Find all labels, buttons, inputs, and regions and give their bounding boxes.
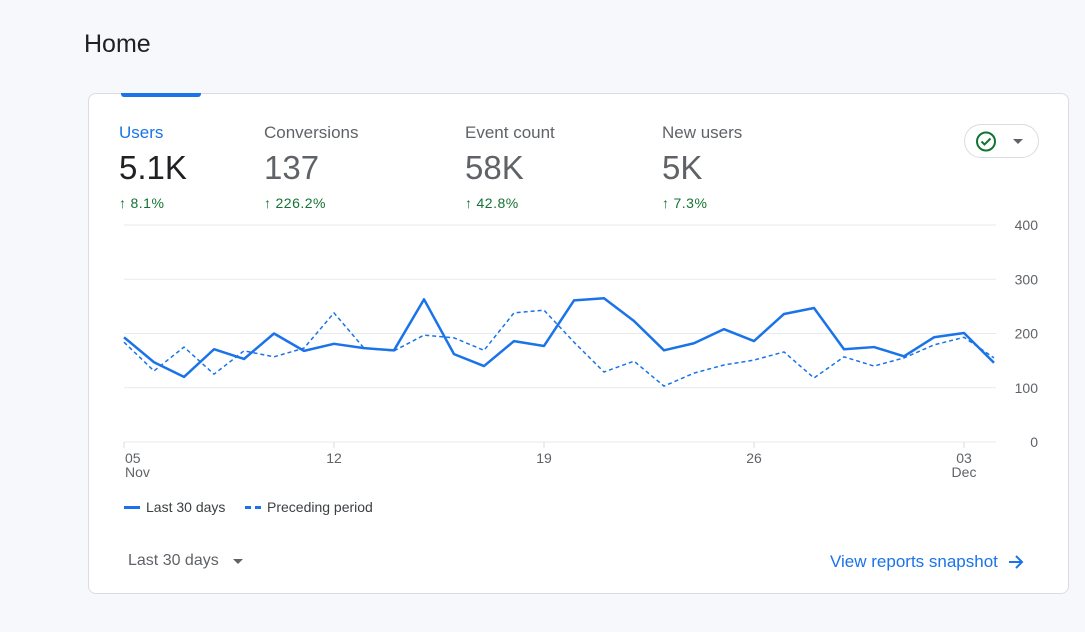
metric-label: Users bbox=[119, 123, 164, 142]
metric-value: 58K bbox=[465, 149, 524, 186]
x-tick-sublabel: Dec bbox=[952, 464, 977, 480]
x-tick-sublabel: Nov bbox=[125, 464, 150, 480]
y-tick-label: 0 bbox=[1030, 434, 1038, 450]
metric-label: Conversions bbox=[264, 123, 359, 142]
comparison-status-dropdown[interactable] bbox=[964, 124, 1039, 158]
page-title: Home bbox=[84, 30, 151, 58]
metric-label: New users bbox=[662, 123, 743, 142]
metric-value: 5.1K bbox=[119, 149, 187, 186]
metric-change: 226.2% bbox=[275, 195, 326, 211]
arrow-right-icon bbox=[1008, 555, 1024, 569]
legend-label: Last 30 days bbox=[146, 499, 226, 515]
date-range-label: Last 30 days bbox=[128, 552, 219, 569]
arrow-up-icon: ↑ bbox=[465, 195, 473, 211]
metric-value: 137 bbox=[264, 149, 320, 186]
legend-label: Preceding period bbox=[267, 499, 373, 515]
y-tick-label: 200 bbox=[1015, 326, 1039, 342]
link-label: View reports snapshot bbox=[830, 552, 998, 571]
x-tick-label: 03 bbox=[956, 450, 972, 466]
metric-change: 42.8% bbox=[476, 195, 519, 211]
arrow-up-icon: ↑ bbox=[264, 195, 272, 211]
metric-value: 5K bbox=[662, 149, 703, 186]
active-tab-indicator bbox=[121, 93, 201, 97]
metric-tab-new-users[interactable]: New users 5K ↑ 7.3% bbox=[662, 123, 742, 211]
series-line-current bbox=[123, 296, 995, 379]
y-tick-label: 400 bbox=[1015, 217, 1039, 233]
x-tick-label: 19 bbox=[536, 450, 552, 466]
x-tick-label: 12 bbox=[326, 450, 342, 466]
x-tick-label: 26 bbox=[746, 450, 762, 466]
y-tick-label: 300 bbox=[1015, 271, 1039, 287]
metric-label: Event count bbox=[465, 123, 555, 142]
overview-card bbox=[88, 93, 1069, 594]
y-tick-label: 100 bbox=[1015, 380, 1039, 396]
check-circle-icon bbox=[976, 131, 1023, 152]
series-line-preceding bbox=[123, 309, 995, 387]
metric-tab-conversions[interactable]: Conversions 137 ↑ 226.2% bbox=[264, 123, 359, 211]
metric-change: 8.1% bbox=[130, 195, 165, 211]
metric-tab-users[interactable]: Users 5.1K ↑ 8.1% bbox=[119, 123, 187, 211]
legend-item-preceding: Preceding period bbox=[245, 499, 373, 515]
legend-item-current: Last 30 days bbox=[124, 499, 225, 515]
x-tick-label: 05 bbox=[125, 450, 141, 466]
metric-tab-event-count[interactable]: Event count 58K ↑ 42.8% bbox=[465, 123, 555, 211]
arrow-up-icon: ↑ bbox=[662, 195, 670, 211]
caret-down-icon bbox=[232, 558, 243, 564]
view-reports-snapshot-link[interactable]: View reports snapshot bbox=[830, 552, 1024, 572]
caret-down-icon bbox=[1013, 139, 1023, 144]
metric-change: 7.3% bbox=[673, 195, 708, 211]
arrow-up-icon: ↑ bbox=[119, 195, 127, 211]
date-range-dropdown[interactable]: Last 30 days bbox=[128, 552, 243, 570]
